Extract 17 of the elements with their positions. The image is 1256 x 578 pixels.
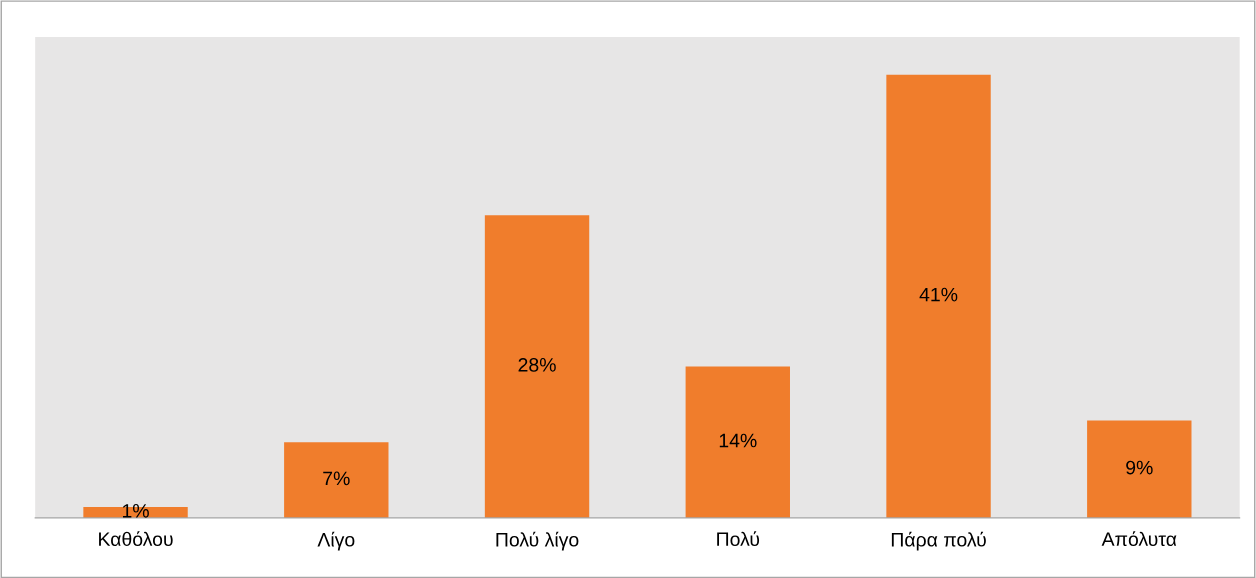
data-label: 1% [122,504,149,518]
bar [886,74,991,518]
bar [1087,420,1192,518]
data-label: 28% [518,357,556,372]
bar [284,442,389,518]
x-tick-label: Πολύ λίγο [496,531,579,551]
data-label: 41% [919,287,958,302]
data-label: 7% [323,471,350,486]
x-tick-label: Καθόλου [99,531,173,547]
bar [484,215,590,518]
data-label: 9% [1126,460,1153,475]
data-label: 14% [719,433,757,448]
x-tick-label: Πάρα πολύ [891,531,986,551]
x-tick-label: Πολύ [717,531,760,547]
x-tick-label: Απόλυτα [1101,531,1177,547]
x-tick-label: Λίγο [317,531,355,551]
bar [685,366,790,518]
